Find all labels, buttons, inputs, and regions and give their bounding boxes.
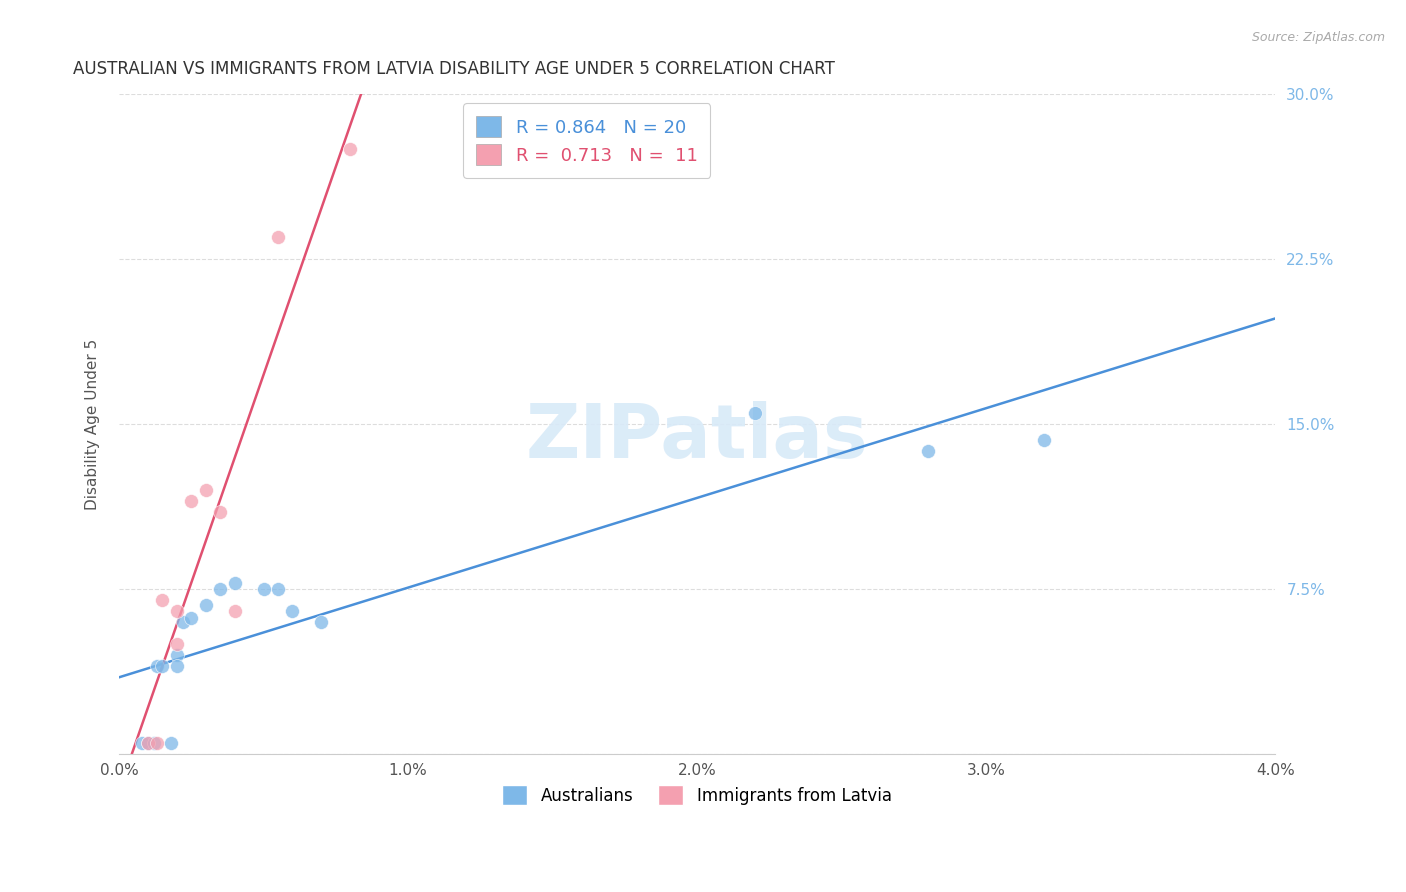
Point xyxy=(267,582,290,597)
Point xyxy=(172,615,194,630)
Point xyxy=(160,736,183,750)
Point xyxy=(142,736,165,750)
Point xyxy=(136,736,159,750)
Point xyxy=(145,659,167,673)
Point xyxy=(224,604,246,618)
Point xyxy=(166,604,188,618)
Point xyxy=(267,230,290,244)
Point xyxy=(209,582,232,597)
Point xyxy=(224,575,246,590)
Point xyxy=(209,505,232,519)
Text: ZIPatlas: ZIPatlas xyxy=(526,401,869,474)
Point xyxy=(1032,433,1054,447)
Legend: Australians, Immigrants from Latvia: Australians, Immigrants from Latvia xyxy=(496,778,898,812)
Point xyxy=(152,659,174,673)
Point xyxy=(194,598,217,612)
Point xyxy=(194,483,217,498)
Point xyxy=(136,736,159,750)
Point xyxy=(166,648,188,663)
Point xyxy=(180,494,202,508)
Point xyxy=(180,611,202,625)
Point xyxy=(744,406,766,420)
Text: AUSTRALIAN VS IMMIGRANTS FROM LATVIA DISABILITY AGE UNDER 5 CORRELATION CHART: AUSTRALIAN VS IMMIGRANTS FROM LATVIA DIS… xyxy=(73,60,835,78)
Y-axis label: Disability Age Under 5: Disability Age Under 5 xyxy=(86,339,100,510)
Point xyxy=(166,637,188,651)
Text: Source: ZipAtlas.com: Source: ZipAtlas.com xyxy=(1251,31,1385,45)
Point xyxy=(145,736,167,750)
Point xyxy=(917,443,939,458)
Point xyxy=(281,604,304,618)
Point xyxy=(311,615,333,630)
Point xyxy=(166,659,188,673)
Point xyxy=(252,582,274,597)
Point xyxy=(339,143,361,157)
Point xyxy=(131,736,153,750)
Point xyxy=(152,593,174,607)
